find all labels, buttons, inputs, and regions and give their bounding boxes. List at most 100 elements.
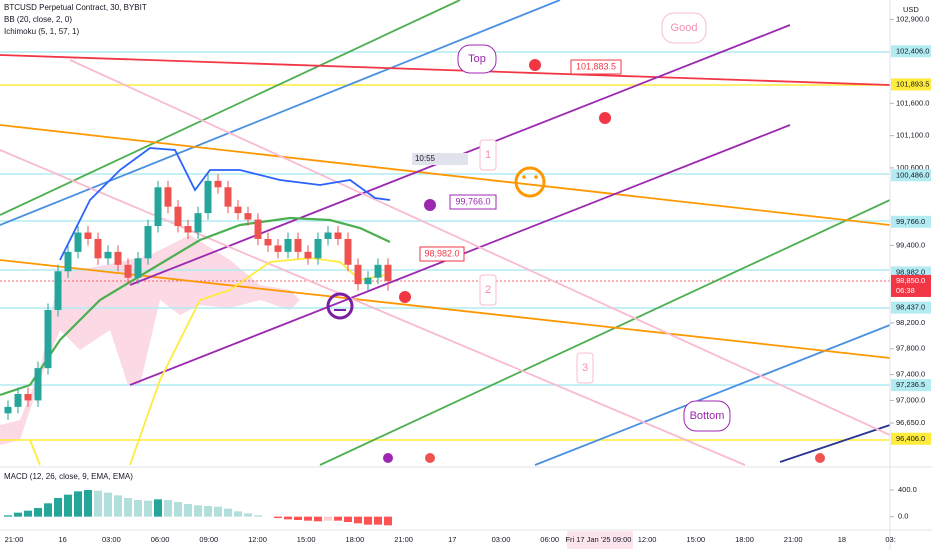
- candle-body: [204, 180, 212, 214]
- macd-bar: [144, 500, 152, 517]
- macd-bar: [194, 505, 202, 517]
- countdown: 06:38: [896, 286, 915, 295]
- y-tick-label: 101,600.0: [896, 98, 929, 107]
- y-tick-label: 97,000.0: [896, 395, 925, 404]
- x-tick-label: 03:: [885, 535, 895, 544]
- y-tick-label: 97,400.0: [896, 370, 925, 379]
- note-top: Top: [468, 53, 486, 65]
- macd-bar: [114, 495, 122, 517]
- candle-body: [364, 277, 372, 285]
- y-tick-label: 102,900.0: [896, 14, 929, 23]
- macd-bar: [24, 510, 32, 517]
- candle-body: [274, 245, 282, 252]
- candle-body: [24, 393, 32, 401]
- price-label-bg: [891, 379, 931, 392]
- macd-tick-label: 0.0: [898, 512, 908, 521]
- y-tick-label: 96,650.0: [896, 418, 925, 427]
- macd-bar: [284, 516, 292, 520]
- macd-bar: [314, 516, 322, 522]
- x-tick-label: 03:00: [102, 535, 121, 544]
- x-tick-label: 15:00: [297, 535, 316, 544]
- candle-body: [354, 264, 362, 285]
- x-tick-label: 03:00: [492, 535, 511, 544]
- candle-body: [114, 251, 122, 265]
- candle-body: [264, 238, 272, 246]
- candle-body: [64, 251, 72, 272]
- price-label-bg: [891, 432, 931, 445]
- candle-body: [334, 232, 342, 239]
- macd-bar: [374, 516, 382, 525]
- macd-bar: [4, 515, 12, 517]
- macd-bar: [344, 516, 352, 522]
- x-tick-label: 15:00: [686, 535, 705, 544]
- candle-body: [344, 238, 352, 265]
- candle-body: [314, 238, 322, 259]
- candle-body: [34, 368, 42, 401]
- price-label-bg: [891, 169, 931, 182]
- macd-bar: [244, 513, 252, 517]
- note-3: 3: [582, 362, 588, 374]
- price-label: 100,486.0: [896, 170, 929, 179]
- bb-indicator: BB (20, close, 2, 0): [4, 15, 72, 24]
- x-tick-label: 18: [838, 535, 846, 544]
- y-tick-label: 99,400.0: [896, 240, 925, 249]
- price-label: 96,406.0: [896, 434, 925, 443]
- candle-body: [244, 213, 252, 220]
- macd-bar: [34, 508, 42, 517]
- macd-bar: [54, 498, 62, 517]
- x-tick-label: 21:00: [394, 535, 413, 544]
- price-label: 101,893.5: [896, 79, 929, 88]
- candle-body: [384, 264, 392, 281]
- ichimoku-indicator: Ichimoku (5, 1, 57, 1): [4, 27, 79, 36]
- x-tick-label: 09:00: [199, 535, 218, 544]
- price-label: 102,406.0: [896, 46, 929, 55]
- callout-price: 98,982.0: [424, 248, 459, 258]
- note-2: 2: [485, 284, 491, 296]
- candle-body: [284, 238, 292, 252]
- candle-body: [104, 251, 112, 259]
- candle-body: [174, 206, 182, 227]
- x-tick-label: 18:00: [346, 535, 365, 544]
- macd-bar: [384, 516, 392, 526]
- candle-body: [84, 232, 92, 239]
- price-label: 98,982.0: [896, 267, 925, 276]
- note-good: Good: [671, 22, 698, 34]
- macd-bar: [14, 512, 22, 517]
- candle-body: [144, 226, 152, 259]
- candle-body: [254, 219, 262, 239]
- price-label-bg: [891, 45, 931, 58]
- x-tick-label: Fri 17 Jan '25 09:00: [565, 535, 631, 544]
- currency: USD: [903, 5, 919, 14]
- candle-body: [124, 264, 132, 278]
- macd-bar: [74, 491, 82, 517]
- price-label: 97,236.5: [896, 380, 925, 389]
- candle-body: [44, 310, 52, 369]
- macd-bar: [274, 516, 282, 518]
- macd-bar: [234, 511, 242, 517]
- candle-body: [224, 187, 232, 207]
- macd-bar: [104, 492, 112, 517]
- candle-body: [154, 187, 162, 227]
- macd-bar: [224, 508, 232, 517]
- note-bottom: Bottom: [690, 410, 725, 422]
- candle-body: [54, 271, 62, 310]
- candle-body: [164, 187, 172, 207]
- candle-body: [14, 393, 22, 407]
- y-tick-label: 101,100.0: [896, 131, 929, 140]
- macd-bar: [294, 516, 302, 520]
- price-label: 99,766.0: [896, 217, 925, 226]
- candle-body: [134, 258, 142, 278]
- macd-bar: [124, 498, 132, 517]
- macd-bar: [334, 516, 342, 521]
- macd-bar: [164, 500, 172, 517]
- macd-bar: [204, 506, 212, 517]
- x-tick-label: 16: [59, 535, 67, 544]
- macd-bar: [324, 516, 332, 521]
- candle-body: [234, 206, 242, 214]
- symbol: BTCUSD Perpetual Contract, 30, BYBIT: [4, 3, 147, 12]
- macd-bar: [64, 494, 72, 517]
- candle-body: [94, 238, 102, 259]
- callout-price: 101,883.5: [576, 61, 616, 71]
- y-tick-label: 98,200.0: [896, 318, 925, 327]
